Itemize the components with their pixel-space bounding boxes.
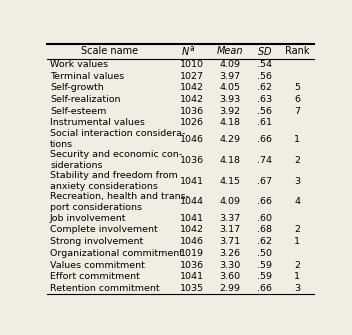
- Text: Values commitment: Values commitment: [50, 261, 145, 270]
- Text: .67: .67: [257, 177, 272, 186]
- Text: Strong involvement: Strong involvement: [50, 237, 143, 246]
- Text: Instrumental values: Instrumental values: [50, 118, 145, 127]
- Text: .68: .68: [257, 225, 272, 234]
- Text: Scale name: Scale name: [81, 46, 138, 56]
- Text: 4.18: 4.18: [219, 156, 240, 164]
- Text: 1042: 1042: [180, 83, 204, 92]
- Text: 3.92: 3.92: [219, 107, 240, 116]
- Text: .62: .62: [257, 83, 272, 92]
- Text: 1044: 1044: [180, 197, 204, 206]
- Text: 1035: 1035: [180, 284, 204, 293]
- Text: Self-growth: Self-growth: [50, 83, 104, 92]
- Text: .66: .66: [257, 284, 272, 293]
- Text: 1: 1: [294, 237, 300, 246]
- Text: Self-esteem: Self-esteem: [50, 107, 106, 116]
- Text: 4.29: 4.29: [219, 135, 240, 144]
- Text: 1042: 1042: [180, 95, 204, 104]
- Text: 1036: 1036: [180, 107, 204, 116]
- Text: $SD$: $SD$: [257, 45, 272, 57]
- Text: Work values: Work values: [50, 60, 108, 69]
- Text: Organizational commitment: Organizational commitment: [50, 249, 183, 258]
- Text: .56: .56: [257, 72, 272, 81]
- Text: .60: .60: [257, 214, 272, 223]
- Text: 4.15: 4.15: [219, 177, 240, 186]
- Text: 3.26: 3.26: [219, 249, 240, 258]
- Text: .56: .56: [257, 107, 272, 116]
- Text: 1: 1: [294, 272, 300, 281]
- Text: 1027: 1027: [180, 72, 204, 81]
- Text: 2: 2: [294, 225, 300, 234]
- Text: 1046: 1046: [180, 237, 204, 246]
- Text: 1036: 1036: [180, 261, 204, 270]
- Text: .54: .54: [257, 60, 272, 69]
- Text: $N$: $N$: [181, 45, 190, 57]
- Text: 1: 1: [294, 135, 300, 144]
- Text: 4: 4: [294, 197, 300, 206]
- Text: 3.37: 3.37: [219, 214, 240, 223]
- Text: 1041: 1041: [180, 214, 204, 223]
- Text: port considerations: port considerations: [50, 203, 142, 212]
- Text: 2: 2: [294, 156, 300, 164]
- Text: .66: .66: [257, 135, 272, 144]
- Text: 3.97: 3.97: [219, 72, 240, 81]
- Text: 1036: 1036: [180, 156, 204, 164]
- Text: 3.30: 3.30: [219, 261, 240, 270]
- Text: .59: .59: [257, 261, 272, 270]
- Text: Mean: Mean: [216, 46, 243, 56]
- Text: .62: .62: [257, 237, 272, 246]
- Text: 1042: 1042: [180, 225, 204, 234]
- Text: 3.17: 3.17: [219, 225, 240, 234]
- Text: Retention commitment: Retention commitment: [50, 284, 159, 293]
- Text: 3: 3: [294, 177, 300, 186]
- Text: tions: tions: [50, 140, 73, 149]
- Text: .59: .59: [257, 272, 272, 281]
- Text: .50: .50: [257, 249, 272, 258]
- Text: 3.93: 3.93: [219, 95, 240, 104]
- Text: 3.71: 3.71: [219, 237, 240, 246]
- Text: Recreation, health and trans-: Recreation, health and trans-: [50, 192, 189, 201]
- Text: Job involvement: Job involvement: [50, 214, 126, 223]
- Text: .66: .66: [257, 197, 272, 206]
- Text: 4.05: 4.05: [219, 83, 240, 92]
- Text: Rank: Rank: [285, 46, 310, 56]
- Text: a: a: [190, 44, 195, 53]
- Text: 6: 6: [294, 95, 300, 104]
- Text: 1041: 1041: [180, 177, 204, 186]
- Text: 1019: 1019: [180, 249, 204, 258]
- Text: anxiety considerations: anxiety considerations: [50, 182, 158, 191]
- Text: 3: 3: [294, 284, 300, 293]
- Text: 3.60: 3.60: [219, 272, 240, 281]
- Text: Terminal values: Terminal values: [50, 72, 124, 81]
- Text: 2.99: 2.99: [219, 284, 240, 293]
- Text: Effort commitment: Effort commitment: [50, 272, 140, 281]
- Text: 4.18: 4.18: [219, 118, 240, 127]
- Text: Complete involvement: Complete involvement: [50, 225, 158, 234]
- Text: Stability and freedom from: Stability and freedom from: [50, 171, 178, 180]
- Text: 7: 7: [294, 107, 300, 116]
- Text: .74: .74: [257, 156, 272, 164]
- Text: 4.09: 4.09: [219, 60, 240, 69]
- Text: siderations: siderations: [50, 161, 102, 170]
- Text: 5: 5: [294, 83, 300, 92]
- Text: 1026: 1026: [180, 118, 204, 127]
- Text: .61: .61: [257, 118, 272, 127]
- Text: Social interaction considera-: Social interaction considera-: [50, 129, 186, 138]
- Text: 4.09: 4.09: [219, 197, 240, 206]
- Text: .63: .63: [257, 95, 272, 104]
- Text: 1041: 1041: [180, 272, 204, 281]
- Text: Self-realization: Self-realization: [50, 95, 120, 104]
- Text: 1010: 1010: [180, 60, 204, 69]
- Text: 2: 2: [294, 261, 300, 270]
- Text: 1046: 1046: [180, 135, 204, 144]
- Text: Security and economic con-: Security and economic con-: [50, 150, 182, 159]
